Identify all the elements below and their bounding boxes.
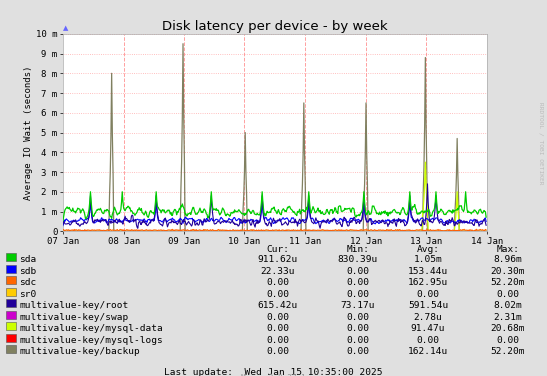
Text: 2.31m: 2.31m [493, 313, 522, 322]
Text: 0.00: 0.00 [416, 336, 439, 345]
Text: multivalue-key/backup: multivalue-key/backup [19, 347, 139, 356]
Text: 153.44u: 153.44u [408, 267, 448, 276]
Text: RRDTOOL / TOBI OETIKER: RRDTOOL / TOBI OETIKER [538, 102, 543, 184]
Text: sr0: sr0 [19, 290, 36, 299]
Text: multivalue-key/root: multivalue-key/root [19, 302, 128, 311]
Bar [6, 346, 16, 353]
Bar [6, 334, 16, 342]
Text: 0.00: 0.00 [497, 290, 520, 299]
Bar [6, 323, 16, 331]
Text: 0.00: 0.00 [266, 324, 289, 334]
Text: 0.00: 0.00 [346, 324, 370, 334]
Text: 0.00: 0.00 [497, 336, 520, 345]
Text: 2.78u: 2.78u [414, 313, 443, 322]
Title: Disk latency per device - by week: Disk latency per device - by week [162, 20, 388, 33]
Text: Min:: Min: [346, 245, 370, 254]
Text: multivalue-key/swap: multivalue-key/swap [19, 313, 128, 322]
Text: sdb: sdb [19, 267, 36, 276]
Y-axis label: Average IO Wait (seconds): Average IO Wait (seconds) [24, 65, 33, 200]
Text: 22.33u: 22.33u [261, 267, 295, 276]
Bar [6, 265, 16, 273]
Text: 91.47u: 91.47u [411, 324, 445, 334]
Text: sdc: sdc [19, 278, 36, 287]
Text: 830.39u: 830.39u [338, 255, 378, 264]
Text: 52.20m: 52.20m [491, 347, 525, 356]
Text: 0.00: 0.00 [346, 267, 370, 276]
Text: 0.00: 0.00 [266, 278, 289, 287]
Text: sda: sda [19, 255, 36, 264]
Text: 162.95u: 162.95u [408, 278, 448, 287]
Text: multivalue-key/mysql-data: multivalue-key/mysql-data [19, 324, 163, 334]
Bar [6, 253, 16, 261]
Bar [6, 276, 16, 284]
Text: 0.00: 0.00 [266, 336, 289, 345]
Text: 0.00: 0.00 [346, 278, 370, 287]
Text: 0.00: 0.00 [266, 290, 289, 299]
Text: 162.14u: 162.14u [408, 347, 448, 356]
Text: 20.30m: 20.30m [491, 267, 525, 276]
Text: 8.96m: 8.96m [493, 255, 522, 264]
Text: 615.42u: 615.42u [258, 302, 298, 311]
Text: 0.00: 0.00 [346, 336, 370, 345]
Text: 0.00: 0.00 [266, 313, 289, 322]
Text: 0.00: 0.00 [266, 347, 289, 356]
Bar [6, 299, 16, 308]
Text: Last update:  Wed Jan 15 10:35:00 2025: Last update: Wed Jan 15 10:35:00 2025 [164, 368, 382, 376]
Text: multivalue-key/mysql-logs: multivalue-key/mysql-logs [19, 336, 163, 345]
Text: 73.17u: 73.17u [341, 302, 375, 311]
Text: 0.00: 0.00 [346, 347, 370, 356]
Text: 591.54u: 591.54u [408, 302, 448, 311]
Text: Munin 2.0.33-1: Munin 2.0.33-1 [241, 374, 305, 376]
Text: 0.00: 0.00 [416, 290, 439, 299]
Text: 0.00: 0.00 [346, 313, 370, 322]
Bar [6, 311, 16, 319]
Text: 0.00: 0.00 [346, 290, 370, 299]
Text: 52.20m: 52.20m [491, 278, 525, 287]
Text: 911.62u: 911.62u [258, 255, 298, 264]
Text: 20.68m: 20.68m [491, 324, 525, 334]
Text: Max:: Max: [497, 245, 520, 254]
Text: Cur:: Cur: [266, 245, 289, 254]
Text: Avg:: Avg: [416, 245, 439, 254]
Bar [6, 288, 16, 296]
Text: 8.02m: 8.02m [493, 302, 522, 311]
Text: ▲: ▲ [63, 25, 68, 31]
Text: 1.05m: 1.05m [414, 255, 443, 264]
